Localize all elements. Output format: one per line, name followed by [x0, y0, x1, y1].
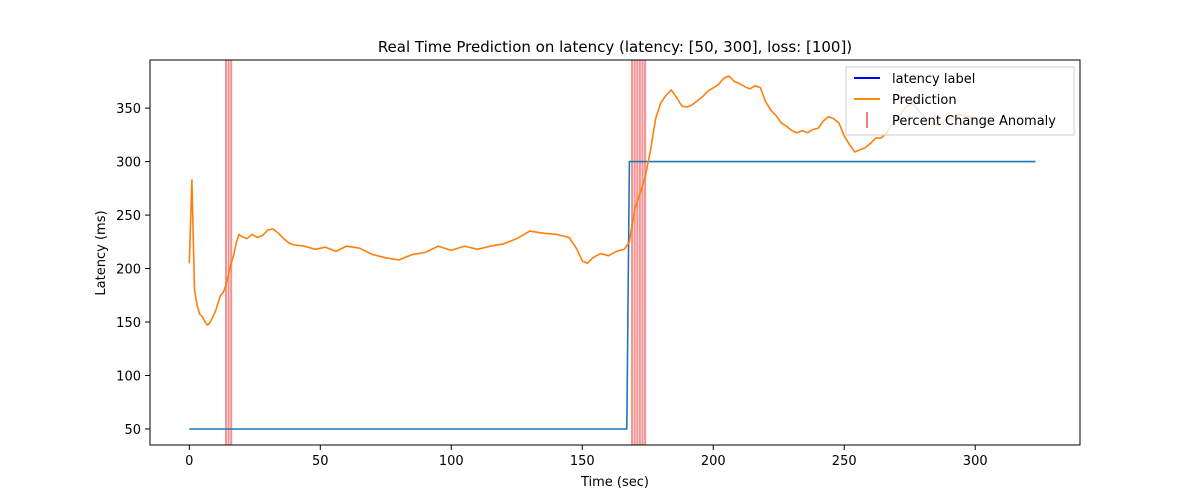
chart-title: Real Time Prediction on latency (latency… — [378, 38, 852, 56]
series-line-latency-label — [189, 160, 1036, 430]
x-tick-label-0: 0 — [185, 454, 193, 469]
x-tick-label-4: 200 — [701, 454, 726, 469]
x-axis-ticks: 0 50 100 150 200 250 300 — [185, 445, 988, 469]
x-tick-label-3: 150 — [570, 454, 595, 469]
legend-label-percent-change-anomaly: Percent Change Anomaly — [892, 114, 1056, 129]
y-axis-ticks: 50 100 150 200 250 300 350 — [116, 102, 150, 438]
y-tick-label-1: 100 — [116, 369, 141, 384]
y-tick-label-3: 200 — [116, 263, 141, 278]
x-axis-label: Time (sec) — [580, 475, 649, 490]
y-axis-label: Latency (ms) — [94, 210, 109, 295]
y-tick-label-5: 300 — [116, 156, 141, 171]
series-line-prediction — [188, 75, 981, 327]
plot-area — [149, 59, 1081, 446]
axes-frame — [149, 59, 1081, 446]
legend-box — [845, 66, 1075, 136]
x-tick-label-1: 50 — [312, 454, 329, 469]
legend: latency label Prediction Percent Change … — [845, 66, 1075, 136]
x-tick-label-5: 250 — [832, 454, 857, 469]
y-tick-label-4: 250 — [116, 209, 141, 224]
y-tick-label-6: 350 — [116, 102, 141, 117]
y-tick-label-0: 50 — [124, 423, 141, 438]
y-tick-label-2: 150 — [116, 316, 141, 331]
x-tick-label-6: 300 — [963, 454, 988, 469]
legend-label-latency-label: latency label — [892, 72, 975, 87]
x-tick-label-2: 100 — [439, 454, 464, 469]
legend-label-prediction: Prediction — [892, 93, 957, 108]
